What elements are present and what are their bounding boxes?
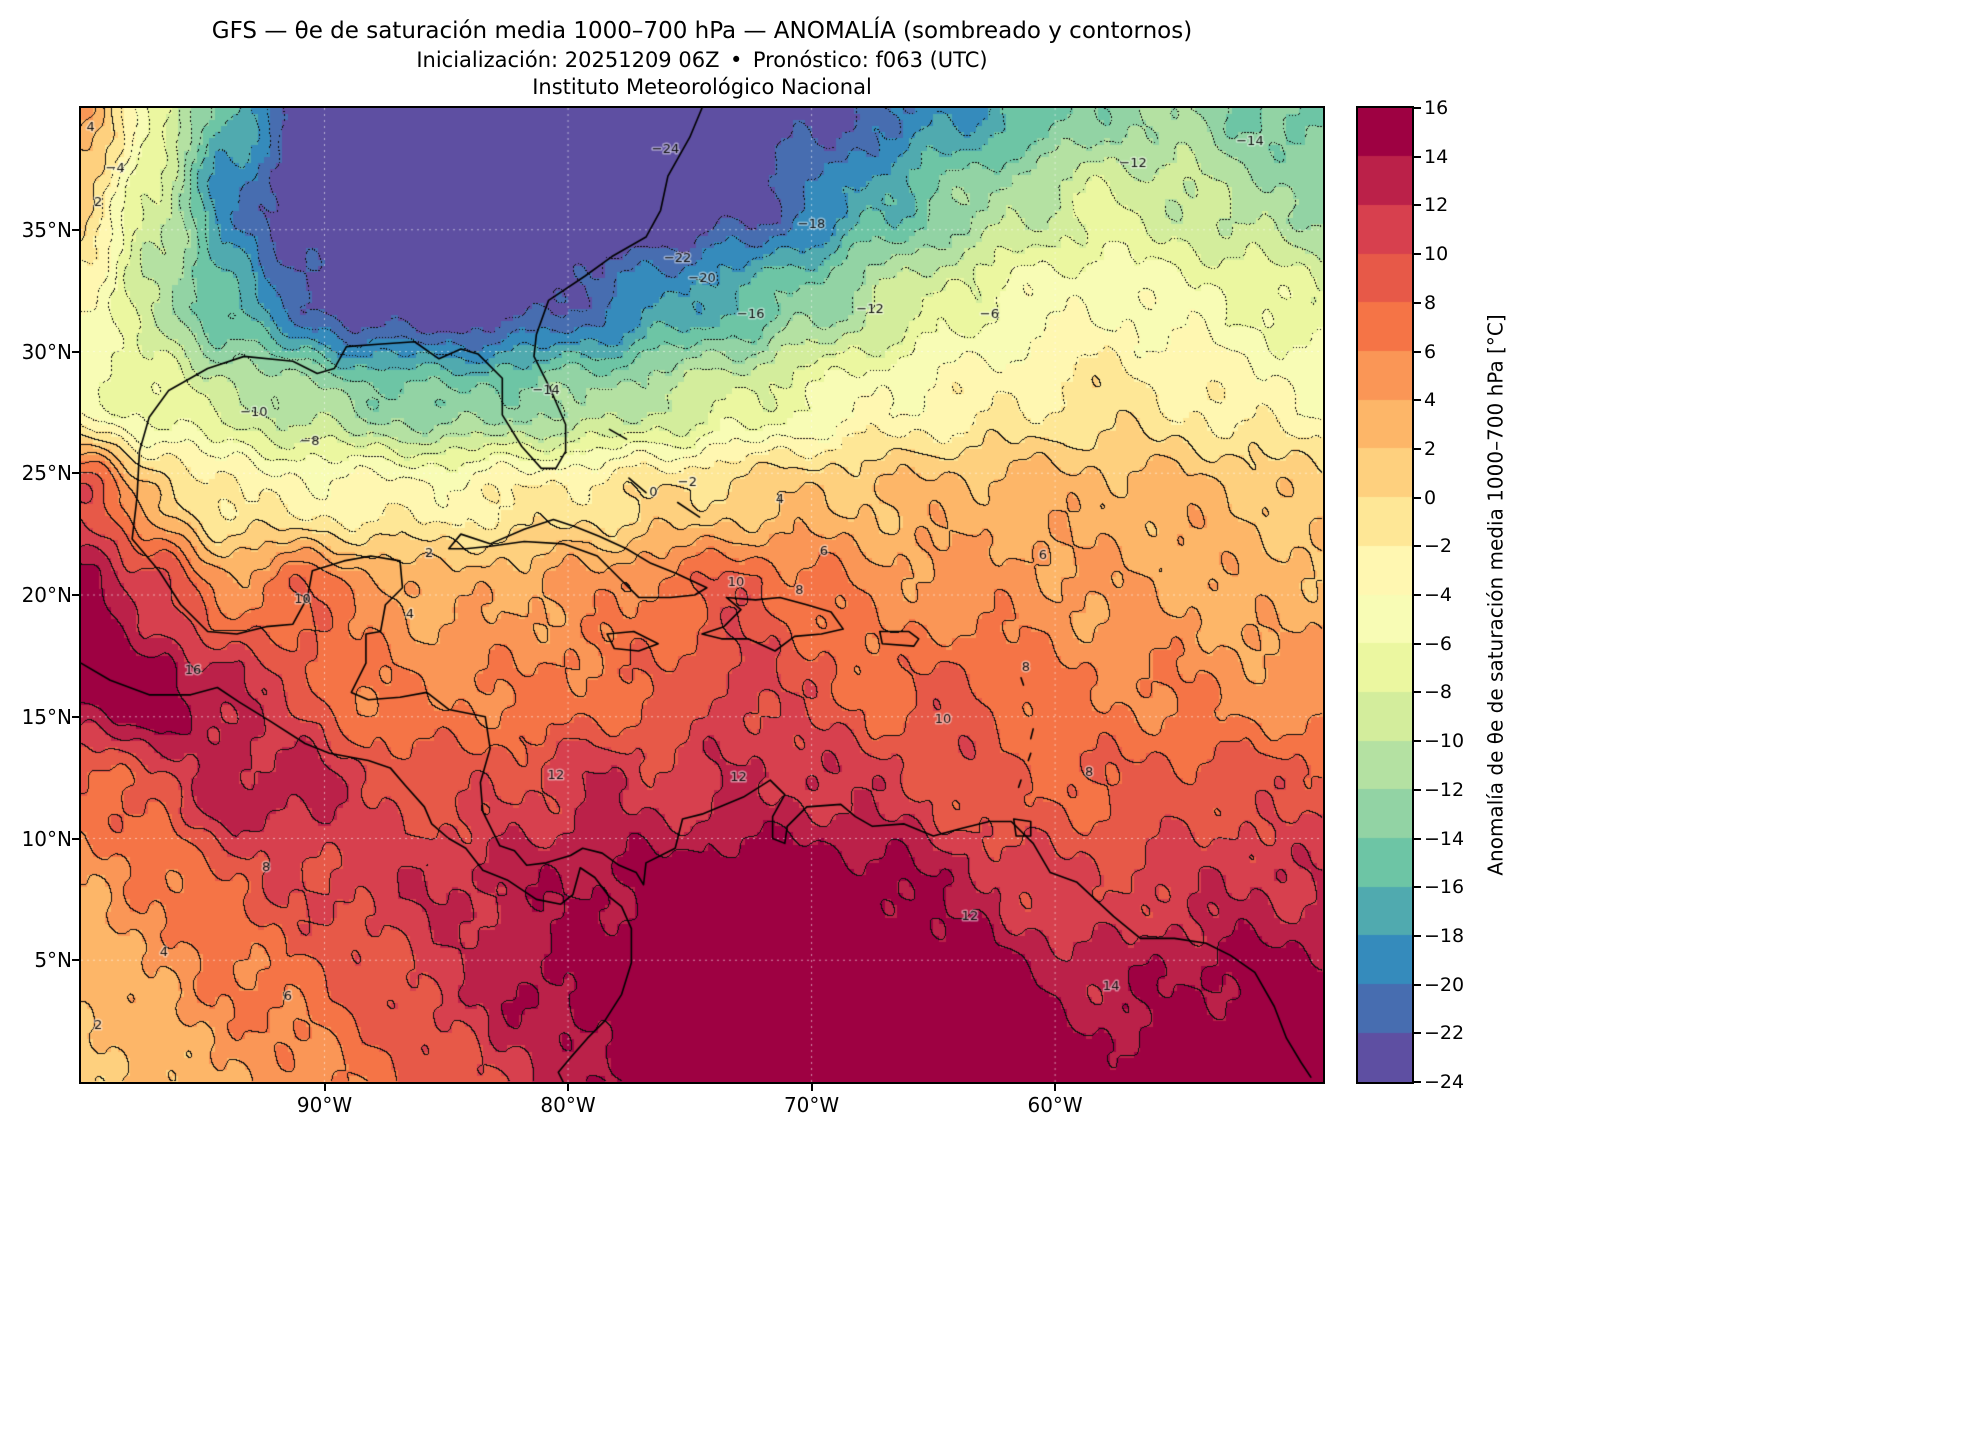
colorbar-tick-label: −2: [1424, 535, 1453, 558]
colorbar-tick-mark: [1414, 545, 1421, 548]
colorbar-tick-mark: [1414, 496, 1421, 499]
y-tick-label: 5°N: [34, 948, 72, 973]
colorbar-tick-mark: [1414, 886, 1421, 889]
y-tick-mark: [72, 959, 79, 962]
colorbar-tick-mark: [1414, 691, 1421, 694]
y-tick-mark: [72, 837, 79, 840]
map-canvas: [81, 108, 1323, 1082]
colorbar-tick-label: 4: [1424, 389, 1437, 412]
y-tick-mark: [72, 594, 79, 596]
colorbar-tick-label: −4: [1424, 584, 1453, 606]
colorbar-tick-label: 10: [1424, 243, 1449, 266]
x-tick-mark: [323, 1084, 326, 1091]
colorbar: [1356, 106, 1414, 1084]
y-tick-label: 25°N: [21, 461, 72, 486]
y-tick-label: 30°N: [21, 339, 72, 364]
colorbar-tick-mark: [1414, 253, 1421, 256]
colorbar-tick-label: 2: [1424, 437, 1437, 460]
y-tick-mark: [72, 472, 79, 475]
colorbar-tick-label: −8: [1424, 681, 1453, 704]
y-tick-mark: [72, 715, 79, 718]
y-tick-label: 15°N: [21, 704, 72, 729]
map-plot-area: [79, 106, 1325, 1084]
y-tick-label: 20°N: [21, 583, 72, 607]
colorbar-tick-label: 16: [1424, 97, 1449, 119]
colorbar-tick-mark: [1414, 837, 1421, 840]
colorbar-tick-label: −20: [1424, 973, 1465, 996]
colorbar-tick-mark: [1414, 934, 1421, 937]
colorbar-tick-label: 6: [1424, 340, 1437, 363]
colorbar-tick-mark: [1414, 155, 1421, 158]
colorbar-tick-mark: [1414, 301, 1421, 304]
colorbar-tick-label: 14: [1424, 145, 1449, 168]
colorbar-tick-mark: [1414, 447, 1421, 450]
colorbar-tick-mark: [1414, 350, 1421, 353]
figure-title: GFS — θe de saturación media 1000–700 hP…: [211, 18, 1193, 44]
colorbar-tick-mark: [1414, 642, 1421, 645]
colorbar-tick-label: −18: [1424, 924, 1465, 947]
colorbar-tick-label: −24: [1424, 1071, 1465, 1093]
colorbar-tick-label: −16: [1424, 876, 1465, 899]
colorbar-canvas: [1358, 108, 1412, 1082]
x-tick-mark: [567, 1084, 570, 1091]
y-tick-mark: [72, 350, 79, 353]
colorbar-tick-label: −10: [1424, 730, 1465, 753]
colorbar-tick-label: 8: [1424, 291, 1437, 314]
x-tick-label: 70°W: [783, 1093, 840, 1117]
colorbar-tick-mark: [1414, 1032, 1421, 1035]
colorbar-tick-label: −22: [1424, 1022, 1465, 1045]
figure-subtitle: Inicialización: 20251209 06Z • Pronóstic…: [416, 48, 988, 72]
x-tick-mark: [1054, 1084, 1057, 1091]
colorbar-tick-mark: [1414, 1081, 1421, 1083]
colorbar-tick-mark: [1414, 594, 1421, 596]
title-block: GFS — θe de saturación media 1000–700 hP…: [80, 16, 1324, 101]
figure-institution: Instituto Meteorológico Nacional: [532, 75, 872, 99]
x-tick-mark: [810, 1084, 813, 1091]
colorbar-tick-label: −6: [1424, 632, 1453, 655]
colorbar-tick-label: −12: [1424, 778, 1465, 801]
y-tick-label: 10°N: [21, 826, 72, 851]
colorbar-tick-mark: [1414, 740, 1421, 743]
colorbar-tick-label: 0: [1424, 486, 1437, 509]
colorbar-tick-mark: [1414, 399, 1421, 402]
colorbar-tick-mark: [1414, 204, 1421, 207]
x-tick-label: 90°W: [296, 1093, 353, 1117]
colorbar-tick-mark: [1414, 983, 1421, 986]
y-tick-mark: [72, 228, 79, 231]
colorbar-tick-label: 12: [1424, 194, 1449, 217]
colorbar-tick-mark: [1414, 107, 1421, 109]
x-tick-label: 80°W: [540, 1093, 596, 1117]
colorbar-tick-mark: [1414, 788, 1421, 791]
colorbar-label-text: Anomalía de θe de saturación media 1000–…: [1484, 314, 1508, 876]
colorbar-axis-label: Anomalía de θe de saturación media 1000–…: [1478, 106, 1514, 1084]
y-tick-label: 35°N: [21, 217, 72, 242]
colorbar-tick-label: −14: [1424, 827, 1465, 850]
x-tick-label: 60°W: [1027, 1093, 1083, 1117]
